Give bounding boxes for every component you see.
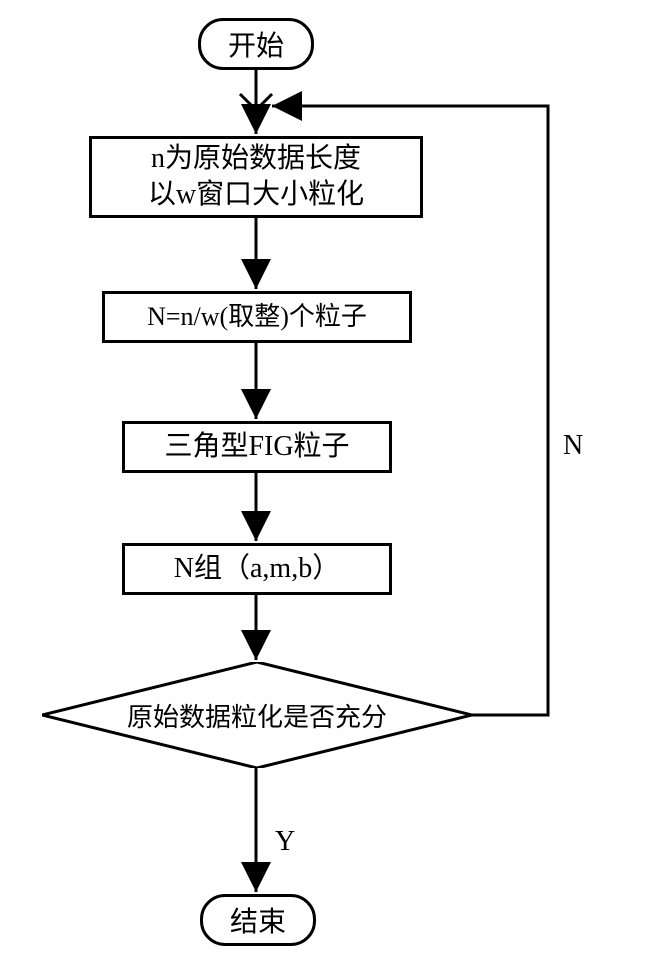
- end-node: 结束: [200, 894, 316, 946]
- edge-decision-loop: [0, 0, 663, 979]
- flowchart-container: 开始 n为原始数据长度 以w窗口大小粒化 N=n/w(取整)个粒子 三角型FIG…: [0, 0, 663, 979]
- end-label: 结束: [230, 900, 286, 940]
- no-label: N: [563, 430, 583, 462]
